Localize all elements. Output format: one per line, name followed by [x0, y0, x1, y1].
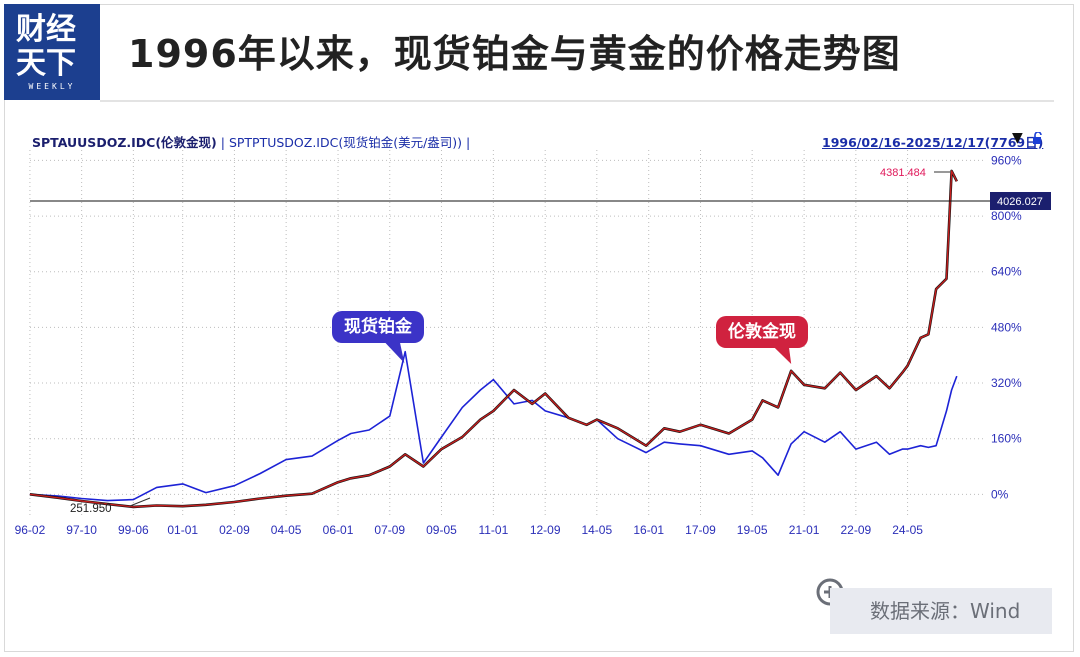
min-value-label: 251.950: [70, 503, 112, 515]
x-tick-label: 96-02: [15, 523, 46, 537]
title-divider: [100, 100, 1054, 102]
x-tick-label: 97-10: [66, 523, 97, 537]
x-tick-label: 14-05: [581, 523, 612, 537]
x-tick-label: 07-09: [374, 523, 405, 537]
figure-frame: [4, 4, 1074, 652]
x-tick-label: 19-05: [737, 523, 768, 537]
chart-labels: 0% 160% 320% 480% 640% 800% 960% 96-02 97-10 99-0…: [15, 153, 1043, 537]
dropdown-triangle-icon[interactable]: ▼: [1012, 130, 1023, 146]
y-tick-label: 640%: [991, 265, 1022, 279]
x-tick-label: 01-01: [167, 523, 198, 537]
lock-icon[interactable]: [1032, 132, 1044, 144]
x-tick-label: 06-01: [323, 523, 354, 537]
date-range-selector[interactable]: 1996/02/16-2025/12/17(7769日): [822, 135, 1044, 150]
y-tick-label: 480%: [991, 320, 1022, 334]
x-tick-label: 24-05: [892, 523, 923, 537]
legend-gold-series[interactable]: SPTAUUSDOZ.IDC(伦敦金现): [32, 135, 217, 150]
current-price-label: 4026.027: [997, 196, 1043, 208]
data-source-note: 数据来源：Wind: [830, 588, 1052, 634]
y-tick-label: 160%: [991, 432, 1022, 446]
logo-line-2: 天下: [16, 46, 76, 81]
logo-line-1: 财经: [16, 12, 76, 47]
y-tick-label: 320%: [991, 376, 1022, 390]
x-tick-label: 21-01: [789, 523, 820, 537]
x-tick-label: 09-05: [426, 523, 457, 537]
gold-series-line: [29, 170, 958, 508]
page-title: 1996年以来，现货铂金与黄金的价格走势图: [128, 32, 901, 76]
logo-line-3: WEEKLY: [28, 82, 76, 91]
y-tick-label: 960%: [991, 153, 1022, 167]
price-chart: 0% 160% 320% 480% 640% 800% 960% 96-02 97-10 99-0…: [15, 150, 1051, 537]
x-tick-label: 02-09: [219, 523, 250, 537]
x-tick-label: 22-09: [841, 523, 872, 537]
brand-logo: 财经 天下 WEEKLY: [4, 4, 100, 100]
chart-legend: SPTAUUSDOZ.IDC(伦敦金现) | SPTPTUSDOZ.IDC(现货…: [32, 132, 470, 151]
x-tick-label: 99-06: [118, 523, 149, 537]
current-price-badge: [990, 192, 1051, 210]
min-value-arrow: [129, 497, 151, 507]
x-tick-label: 11-01: [478, 523, 508, 537]
x-tick-label: 12-09: [530, 523, 561, 537]
gold-callout: 伦敦金现: [716, 316, 808, 348]
max-value-label: 4381.484: [880, 167, 926, 179]
x-tick-label: 17-09: [685, 523, 716, 537]
x-tick-label: 04-05: [271, 523, 302, 537]
legend-trailing: |: [462, 135, 471, 150]
platinum-callout: 现货铂金: [332, 311, 424, 343]
y-tick-label: 800%: [991, 209, 1022, 223]
chart-grid: [29, 150, 985, 518]
chart-marks: [29, 169, 1051, 509]
legend-separator: |: [216, 135, 229, 150]
y-tick-label: 0%: [991, 487, 1009, 501]
x-tick-label: 16-01: [633, 523, 664, 537]
legend-platinum-series[interactable]: SPTPTUSDOZ.IDC(现货铂金(美元/盎司)): [228, 135, 463, 150]
